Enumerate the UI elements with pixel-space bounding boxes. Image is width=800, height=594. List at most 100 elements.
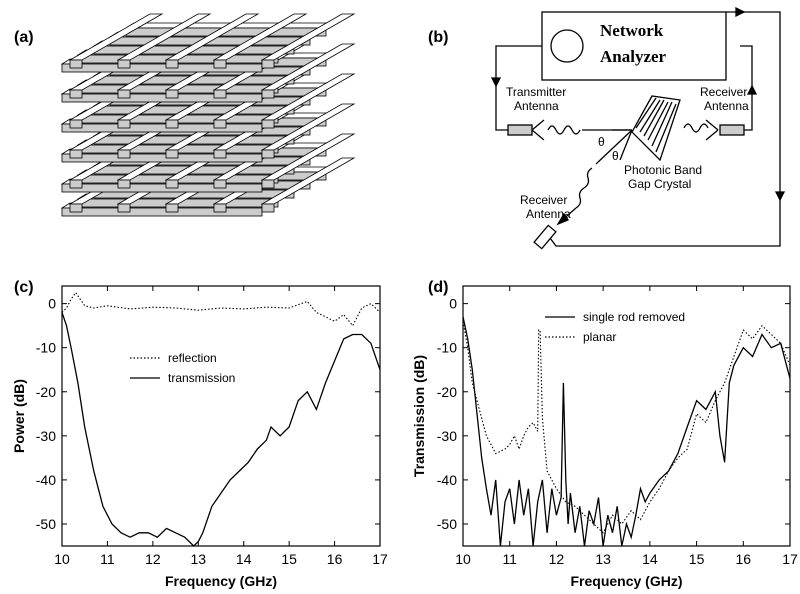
setup-diagram xyxy=(490,6,786,250)
rod xyxy=(69,89,83,99)
analyzer-label-line1: Network xyxy=(600,21,664,40)
rx-antenna-label: Receiver xyxy=(700,85,747,99)
legend-label: reflection xyxy=(168,351,217,365)
tx-antenna-label: Transmitter xyxy=(506,85,566,99)
panel-label-d: (d) xyxy=(428,279,448,296)
x-tick-label: 16 xyxy=(735,551,751,567)
rod xyxy=(117,119,131,129)
x-tick-label: 15 xyxy=(689,551,705,567)
y-tick-label: -40 xyxy=(437,472,457,488)
rod xyxy=(69,59,83,69)
tx-antenna-label: Antenna xyxy=(514,99,559,113)
theta-symbol: θ xyxy=(612,149,619,163)
rod xyxy=(69,179,83,189)
woodpile-crystal-drawing xyxy=(60,13,356,217)
x-tick-label: 12 xyxy=(549,551,565,567)
rod xyxy=(61,93,263,103)
y-tick-label: -10 xyxy=(36,340,56,356)
arrow-icon xyxy=(490,77,502,88)
transmitter-antenna-icon xyxy=(507,124,533,136)
y-tick-label: -50 xyxy=(36,516,56,532)
legend-label: planar xyxy=(583,330,616,344)
y-tick-label: -40 xyxy=(36,472,56,488)
rod xyxy=(61,183,263,193)
y-tick-label: -30 xyxy=(437,428,457,444)
y-axis-title: Transmission (dB) xyxy=(411,355,427,477)
rod xyxy=(213,179,227,189)
x-tick-label: 17 xyxy=(372,551,388,567)
rod xyxy=(213,89,227,99)
x-tick-label: 10 xyxy=(455,551,471,567)
rod xyxy=(261,149,275,159)
rod xyxy=(165,149,179,159)
photonic-crystal-icon xyxy=(631,95,681,162)
x-tick-label: 15 xyxy=(281,551,297,567)
rod xyxy=(69,149,83,159)
rod xyxy=(165,179,179,189)
rod xyxy=(213,203,227,213)
x-tick-label: 14 xyxy=(642,551,658,567)
arrow-icon xyxy=(774,191,786,202)
x-tick-label: 13 xyxy=(190,551,206,567)
rod xyxy=(261,89,275,99)
x-tick-label: 11 xyxy=(502,551,517,567)
x-tick-label: 12 xyxy=(145,551,161,567)
wave-icon xyxy=(683,123,709,133)
tx-cable xyxy=(495,45,542,131)
legend-label: transmission xyxy=(168,371,235,385)
rod xyxy=(117,89,131,99)
wave-icon xyxy=(547,125,581,135)
rod xyxy=(61,207,263,217)
rod xyxy=(117,149,131,159)
y-tick-label: -20 xyxy=(437,384,457,400)
rod xyxy=(117,59,131,69)
arrow-icon xyxy=(735,6,746,18)
y-axis-title: Power (dB) xyxy=(11,379,27,453)
chart-power: 10 11 12 13 14 15 16 17 0 -10 -20 -30 -40 -50 Frequenc… xyxy=(11,285,388,589)
series-line-planar xyxy=(463,321,790,534)
y-tick-label: -10 xyxy=(437,340,457,356)
rod xyxy=(69,203,83,213)
arrow-icon xyxy=(746,84,758,95)
rx2-antenna-label: Receiver xyxy=(520,193,567,207)
y-tick-label: -20 xyxy=(36,384,56,400)
rod xyxy=(165,119,179,129)
rx2-cable xyxy=(549,11,781,247)
rod xyxy=(61,63,263,73)
x-tick-label: 17 xyxy=(782,551,798,567)
crystal-label: Photonic Band xyxy=(624,163,702,177)
legend-label: single rod removed xyxy=(583,310,685,324)
rod xyxy=(213,149,227,159)
receiver-antenna-2-icon xyxy=(533,224,557,250)
rod xyxy=(117,179,131,189)
rod xyxy=(165,89,179,99)
y-tick-label: 0 xyxy=(48,296,56,312)
rod xyxy=(213,59,227,69)
receiver-antenna-icon xyxy=(719,124,745,136)
rod xyxy=(165,203,179,213)
crystal-label: Gap Crystal xyxy=(628,177,691,191)
panel-label-b: (b) xyxy=(428,29,448,46)
plot-frame xyxy=(462,285,791,547)
y-tick-label: 0 xyxy=(449,296,457,312)
rod xyxy=(61,123,263,133)
rod xyxy=(261,119,275,129)
rod xyxy=(261,59,275,69)
chart-transmission: 10 11 12 13 14 15 16 17 0 -10 -20 -30 -40 -50 Frequenc… xyxy=(411,285,798,589)
analyzer-label-line2: Analyzer xyxy=(600,47,667,66)
x-tick-label: 14 xyxy=(236,551,252,567)
series-line-single-rod-removed xyxy=(463,316,790,546)
series-line-reflection xyxy=(62,291,380,327)
rod xyxy=(61,153,263,163)
theta-symbol: θ xyxy=(598,135,605,149)
wave-icon xyxy=(575,167,593,209)
rod xyxy=(165,59,179,69)
series-line-transmission xyxy=(62,312,380,546)
rod xyxy=(213,119,227,129)
rod xyxy=(117,203,131,213)
panel-label-a: (a) xyxy=(14,29,34,46)
plot-frame xyxy=(61,285,381,547)
rx-antenna-label: Antenna xyxy=(704,99,749,113)
x-tick-label: 16 xyxy=(327,551,343,567)
